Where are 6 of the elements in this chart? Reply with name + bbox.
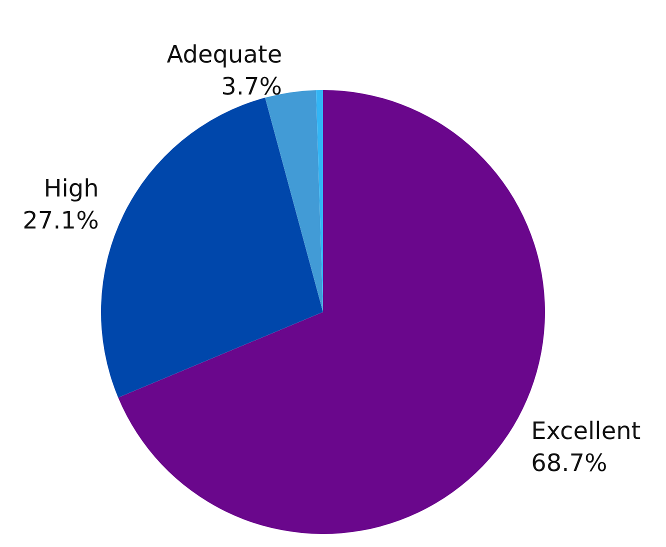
data-label: 3.7% xyxy=(221,72,282,101)
data-label: 27.1% xyxy=(22,206,99,235)
slice-label: Adequate xyxy=(166,40,282,69)
slice-label: Excellent xyxy=(531,417,641,446)
slice-label: High xyxy=(44,174,99,203)
data-label: 68.7% xyxy=(531,449,608,478)
